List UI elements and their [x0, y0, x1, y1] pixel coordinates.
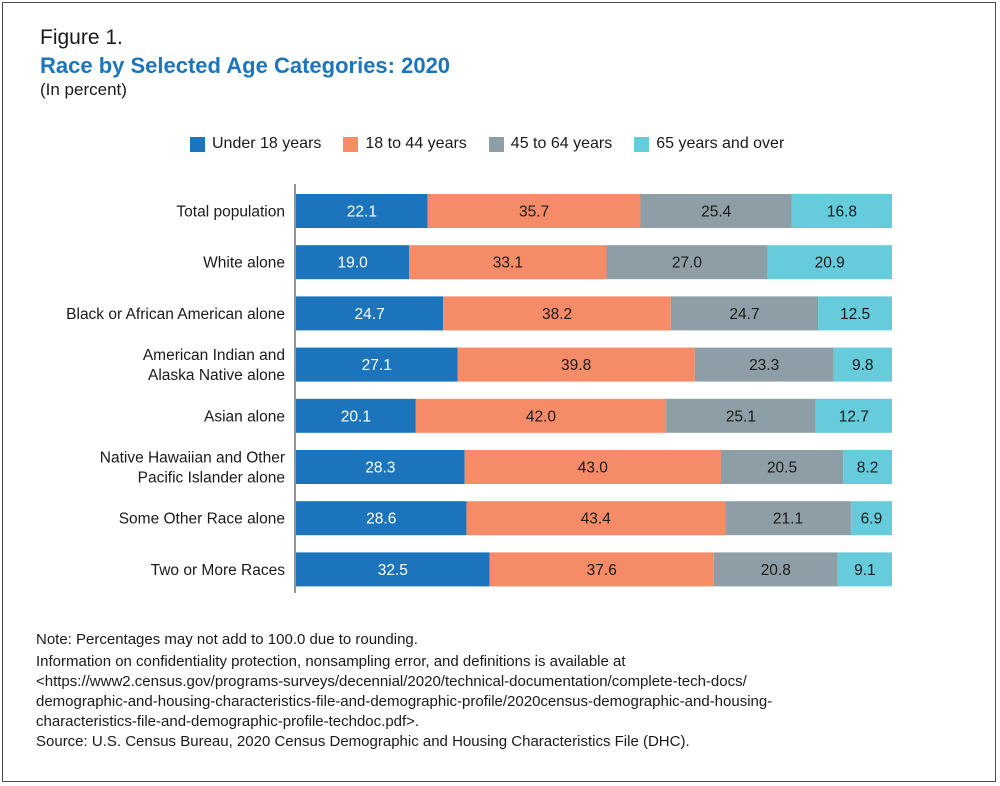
data-label-total-population-18-to-44-years: 35.7 — [519, 204, 549, 221]
data-label-asian-alone-18-to-44-years: 42.0 — [526, 408, 557, 425]
data-label-white-alone-under-18-years: 19.0 — [338, 255, 369, 272]
notes-block: Note: Percentages may not add to 100.0 d… — [36, 630, 966, 752]
bar-white-alone-45-to-64-years — [606, 245, 768, 280]
data-label-american-indian-and-alaska-native-alone-under-18-years: 27.1 — [362, 357, 392, 374]
category-label-total-population: Total population — [176, 204, 285, 221]
category-label-asian-alone: Asian alone — [204, 408, 285, 425]
data-label-some-other-race-alone-65-years-and-over: 6.9 — [861, 511, 883, 528]
bar-some-other-race-alone-45-to-64-years — [725, 501, 851, 536]
legend-swatch-18-to-44 — [343, 136, 359, 152]
data-label-two-or-more-races-under-18-years: 32.5 — [378, 562, 408, 579]
data-label-total-population-under-18-years: 22.1 — [347, 204, 377, 221]
data-label-white-alone-45-to-64-years: 27.0 — [672, 255, 703, 272]
legend-item-18-to-44: 18 to 44 years — [343, 135, 467, 153]
bar-some-other-race-alone-under-18-years — [296, 501, 467, 536]
category-label-black-or-african-american-alone: Black or African American alone — [66, 306, 285, 323]
source-note: Source: U.S. Census Bureau, 2020 Census … — [36, 733, 690, 750]
category-label-two-or-more-races: Two or More Races — [151, 562, 286, 579]
bar-some-other-race-alone-18-to-44-years — [466, 501, 726, 536]
data-label-native-hawaiian-and-other-pacific-islander-alone-65-years-and-over: 8.2 — [857, 460, 879, 477]
bar-asian-alone-18-to-44-years — [415, 398, 667, 433]
data-label-two-or-more-races-65-years-and-over: 9.1 — [854, 562, 876, 579]
info-line-2: <https://www2.census.gov/programs-survey… — [36, 673, 747, 690]
legend-item-under-18: Under 18 years — [190, 135, 321, 153]
data-label-white-alone-65-years-and-over: 20.9 — [815, 255, 845, 272]
bar-white-alone-65-years-and-over — [767, 245, 892, 280]
data-label-two-or-more-races-18-to-44-years: 37.6 — [587, 562, 617, 579]
data-label-white-alone-18-to-44-years: 33.1 — [493, 255, 523, 272]
figure-subtitle: (In percent) — [40, 80, 127, 99]
legend-label-under-18: Under 18 years — [212, 135, 322, 152]
bar-asian-alone-under-18-years — [296, 398, 416, 433]
info-line-3: demographic-and-housing-characteristics-… — [36, 693, 773, 710]
legend-label-65-and-over: 65 years and over — [656, 135, 785, 152]
bar-black-or-african-american-alone-45-to-64-years — [670, 296, 819, 331]
data-label-american-indian-and-alaska-native-alone-45-to-64-years: 23.3 — [749, 357, 779, 374]
data-label-asian-alone-65-years-and-over: 12.7 — [839, 408, 869, 425]
bar-black-or-african-american-alone-under-18-years — [296, 296, 444, 331]
data-label-asian-alone-under-18-years: 20.1 — [341, 408, 371, 425]
bar-asian-alone-45-to-64-years — [666, 398, 816, 433]
data-label-native-hawaiian-and-other-pacific-islander-alone-18-to-44-years: 43.0 — [578, 460, 609, 477]
bar-black-or-african-american-alone-65-years-and-over — [818, 296, 892, 331]
data-label-american-indian-and-alaska-native-alone-18-to-44-years: 39.8 — [561, 357, 591, 374]
legend-label-18-to-44: 18 to 44 years — [365, 135, 467, 152]
chart-legend: Under 18 years 18 to 44 years 45 to 64 y… — [190, 135, 806, 153]
data-label-total-population-45-to-64-years: 25.4 — [701, 204, 732, 221]
bar-american-indian-and-alaska-native-alone-45-to-64-years — [694, 347, 834, 382]
data-label-black-or-african-american-alone-under-18-years: 24.7 — [355, 306, 385, 323]
data-label-native-hawaiian-and-other-pacific-islander-alone-under-18-years: 28.3 — [365, 460, 395, 477]
category-label-american-indian-and-alaska-native-alone: American Indian and Alaska Native alone — [143, 347, 285, 384]
bar-native-hawaiian-and-other-pacific-islander-alone-65-years-and-over — [843, 450, 892, 484]
bar-native-hawaiian-and-other-pacific-islander-alone-18-to-44-years — [464, 450, 721, 484]
bar-some-other-race-alone-65-years-and-over — [850, 501, 892, 536]
data-label-some-other-race-alone-under-18-years: 28.6 — [366, 511, 396, 528]
data-label-total-population-65-years-and-over: 16.8 — [827, 204, 857, 221]
bar-total-population-45-to-64-years — [640, 194, 792, 228]
bar-native-hawaiian-and-other-pacific-islander-alone-under-18-years — [296, 450, 465, 484]
legend-swatch-65-and-over — [634, 136, 650, 152]
data-label-native-hawaiian-and-other-pacific-islander-alone-45-to-64-years: 20.5 — [767, 460, 797, 477]
legend-swatch-45-to-64 — [488, 136, 504, 152]
bar-total-population-18-to-44-years — [427, 194, 641, 228]
bar-two-or-more-races-65-years-and-over — [837, 552, 892, 587]
bar-total-population-65-years-and-over — [791, 194, 892, 228]
bar-black-or-african-american-alone-18-to-44-years — [443, 296, 671, 331]
category-label-some-other-race-alone: Some Other Race alone — [119, 511, 285, 528]
bar-white-alone-18-to-44-years — [409, 245, 607, 280]
figure-label: Figure 1. — [40, 26, 123, 49]
note-rounding: Note: Percentages may not add to 100.0 d… — [36, 631, 418, 648]
legend-item-65-and-over: 65 years and over — [634, 135, 784, 153]
info-line-4: characteristics-file-and-demographic-pro… — [36, 713, 420, 730]
legend-label-45-to-64: 45 to 64 years — [510, 135, 613, 152]
info-line-1: Information on confidentiality protectio… — [36, 653, 626, 670]
bar-american-indian-and-alaska-native-alone-65-years-and-over — [833, 347, 892, 382]
data-label-black-or-african-american-alone-45-to-64-years: 24.7 — [729, 306, 759, 323]
legend-item-45-to-64: 45 to 64 years — [488, 135, 613, 153]
category-label-native-hawaiian-and-other-pacific-islander-alone: Native Hawaiian and Other Pacific Islande… — [100, 450, 285, 487]
legend-swatch-under-18 — [190, 136, 205, 152]
bar-american-indian-and-alaska-native-alone-under-18-years — [296, 347, 458, 382]
data-label-black-or-african-american-alone-65-years-and-over: 12.5 — [840, 306, 870, 323]
data-label-asian-alone-45-to-64-years: 25.1 — [726, 408, 756, 425]
data-label-two-or-more-races-45-to-64-years: 20.8 — [761, 562, 791, 579]
data-label-some-other-race-alone-18-to-44-years: 43.4 — [581, 511, 612, 528]
data-label-black-or-african-american-alone-18-to-44-years: 38.2 — [542, 306, 572, 323]
stacked-bar-chart: Total population 22.1 35.7 25.4 16.8 White al… — [66, 184, 892, 593]
bar-native-hawaiian-and-other-pacific-islander-alone-45-to-64-years — [720, 450, 844, 484]
category-label-white-alone: White alone — [203, 255, 285, 272]
bar-american-indian-and-alaska-native-alone-18-to-44-years — [457, 347, 695, 382]
figure-title: Race by Selected Age Categories: 2020 — [40, 53, 451, 78]
bar-asian-alone-65-years-and-over — [815, 398, 892, 433]
bar-two-or-more-races-45-to-64-years — [713, 552, 838, 587]
data-label-american-indian-and-alaska-native-alone-65-years-and-over: 9.8 — [852, 357, 874, 374]
bar-two-or-more-races-under-18-years — [296, 552, 490, 587]
bar-total-population-under-18-years — [296, 194, 428, 228]
bar-white-alone-under-18-years — [296, 245, 410, 280]
data-label-some-other-race-alone-45-to-64-years: 21.1 — [773, 511, 803, 528]
bar-two-or-more-races-18-to-44-years — [489, 552, 714, 587]
